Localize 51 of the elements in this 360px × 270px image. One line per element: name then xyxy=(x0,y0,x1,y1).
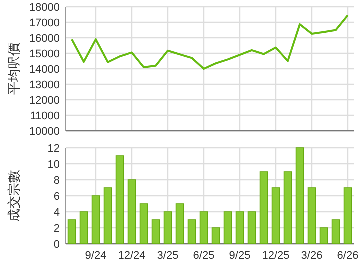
x-tick-label: 9/24 xyxy=(85,250,107,262)
bar xyxy=(164,212,172,244)
bar xyxy=(140,204,148,244)
y-tick-label: 11000 xyxy=(30,110,60,122)
x-tick-label: 12/24 xyxy=(118,250,146,262)
bar xyxy=(284,172,292,244)
bar xyxy=(176,204,184,244)
bar xyxy=(236,212,244,244)
x-tick-label: 9/25 xyxy=(229,250,251,262)
x-tick-label: 3/26 xyxy=(301,250,323,262)
y-tick-label: 0 xyxy=(54,239,60,251)
y-tick-label: 10000 xyxy=(29,126,60,138)
bar xyxy=(128,180,136,244)
y-tick-label: 6 xyxy=(54,191,60,203)
y-tick-label: 16000 xyxy=(29,33,60,45)
bar xyxy=(212,228,220,244)
x-tick-label: 12/25 xyxy=(262,250,290,262)
bar xyxy=(332,220,340,244)
x-tick-label: 6/26 xyxy=(337,250,359,262)
y-tick-label: 14000 xyxy=(29,64,60,76)
bar xyxy=(188,220,196,244)
bar xyxy=(260,172,268,244)
bar xyxy=(248,212,256,244)
bar xyxy=(272,188,280,244)
y-tick-label: 12 xyxy=(48,143,60,155)
line-series xyxy=(71,14,349,70)
y-axis-title: 成交宗數 xyxy=(6,170,22,222)
x-tick-label: 6/25 xyxy=(193,250,215,262)
bar xyxy=(116,156,124,244)
bar xyxy=(200,212,208,244)
bar xyxy=(68,220,76,244)
y-tick-label: 10 xyxy=(48,159,60,171)
y-tick-label: 18000 xyxy=(29,2,60,14)
bar xyxy=(92,196,100,244)
bar xyxy=(344,188,352,244)
y-tick-label: 2 xyxy=(54,223,60,235)
y-tick-label: 12000 xyxy=(29,95,60,107)
y-tick-label: 15000 xyxy=(29,48,60,60)
x-tick-label: 3/25 xyxy=(157,250,179,262)
bar xyxy=(296,148,304,244)
y-axis-title: 平均呎價 xyxy=(6,43,22,95)
bar xyxy=(320,228,328,244)
y-tick-label: 13000 xyxy=(29,80,60,92)
bar xyxy=(308,188,316,244)
bar xyxy=(224,212,232,244)
y-tick-label: 17000 xyxy=(29,18,60,30)
bar xyxy=(80,212,88,244)
y-tick-label: 8 xyxy=(54,175,60,187)
bar xyxy=(152,220,160,244)
bar xyxy=(104,188,112,244)
y-tick-label: 4 xyxy=(54,207,60,219)
